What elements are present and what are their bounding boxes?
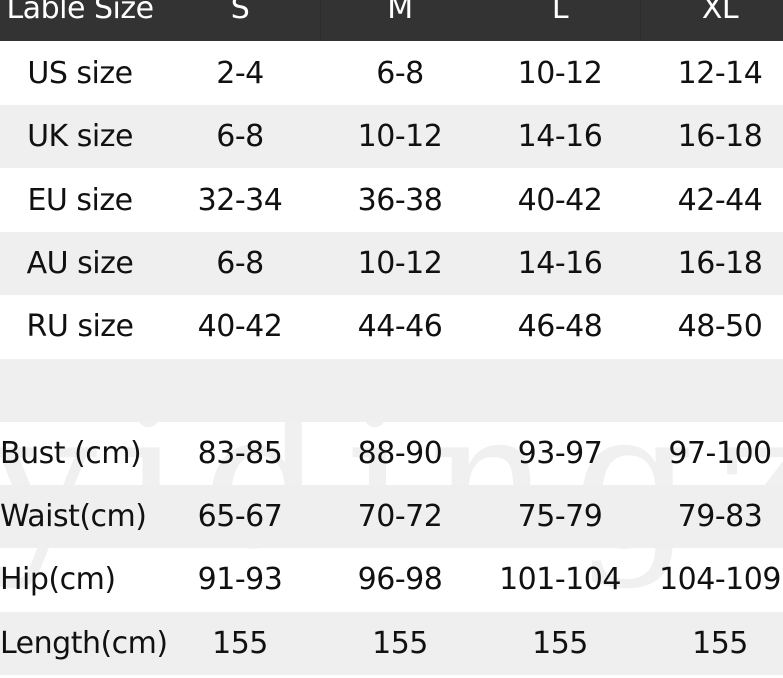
table-row — [0, 358, 783, 422]
table-cell: 6-8 — [376, 56, 424, 91]
table-cell: 155 — [372, 625, 428, 661]
table-cell: 79-83 — [677, 499, 763, 535]
table-cell: 2-4 — [216, 56, 264, 91]
table-row: UK size 6-8 10-12 14-16 16-18 — [0, 105, 783, 169]
row-label: Waist(cm) — [0, 499, 147, 535]
table-cell: 91-93 — [197, 562, 283, 598]
table-cell: 93-97 — [517, 435, 603, 471]
table-cell: 65-67 — [197, 499, 283, 535]
row-label: UK size — [27, 119, 133, 155]
table-cell: 6-8 — [216, 245, 264, 281]
table-cell: 36-38 — [357, 182, 443, 218]
table-row: RU size 40-42 44-46 46-48 48-50 — [0, 295, 783, 358]
table-cell: 12-14 — [677, 56, 763, 91]
table-cell: 70-72 — [357, 499, 443, 535]
table-row: Hip(cm) 91-93 96-98 101-104 104-109 — [0, 548, 783, 611]
table-cell: 40-42 — [517, 182, 603, 218]
row-label: AU size — [26, 245, 134, 281]
table-cell: 104-109 — [659, 562, 781, 598]
table-cell: 6-8 — [216, 119, 264, 155]
table-cell: 10-12 — [357, 119, 443, 155]
column-divider — [320, 0, 321, 41]
row-label: Bust (cm) — [0, 435, 142, 471]
table-cell: 10-12 — [517, 56, 603, 91]
row-label: EU size — [27, 182, 133, 218]
header-l: L — [551, 0, 569, 26]
header-xl: XL — [701, 0, 739, 26]
row-label: Length(cm) — [0, 625, 168, 661]
table-row: Bust (cm) 83-85 88-90 93-97 97-100 — [0, 422, 783, 485]
table-row: Waist(cm) 65-67 70-72 75-79 79-83 — [0, 485, 783, 549]
header-m: M — [387, 0, 413, 26]
table-cell: 96-98 — [357, 562, 443, 598]
row-label: Hip(cm) — [0, 562, 116, 598]
table-cell: 14-16 — [517, 119, 603, 155]
table-row: US size 2-4 6-8 10-12 12-14 — [0, 42, 783, 105]
column-divider — [640, 0, 641, 41]
table-cell: 155 — [212, 625, 268, 661]
table-cell: 83-85 — [197, 435, 283, 471]
table-cell: 40-42 — [197, 309, 283, 345]
table-cell: 16-18 — [677, 119, 763, 155]
table-cell: 155 — [692, 625, 748, 661]
table-row: EU size 32-34 36-38 40-42 42-44 — [0, 169, 783, 232]
table-cell: 14-16 — [517, 245, 603, 281]
table-cell: 42-44 — [677, 182, 763, 218]
table-cell: 10-12 — [357, 245, 443, 281]
table-cell: 88-90 — [357, 435, 443, 471]
table-row: AU size 6-8 10-12 14-16 16-18 — [0, 231, 783, 295]
table-row: Length(cm) 155 155 155 155 — [0, 611, 783, 675]
header-s: S — [230, 0, 250, 26]
table-cell: 48-50 — [677, 309, 763, 345]
table-cell: 46-48 — [517, 309, 603, 345]
table-cell: 155 — [532, 625, 588, 661]
table-header: Lable Size S M L XL — [0, 0, 783, 41]
table-cell: 16-18 — [677, 245, 763, 281]
table-cell: 44-46 — [357, 309, 443, 345]
table-cell: 32-34 — [197, 182, 283, 218]
table-cell: 75-79 — [517, 499, 603, 535]
header-label: Lable Size — [6, 0, 154, 26]
table-cell: 97-100 — [668, 435, 772, 471]
row-label: RU size — [26, 309, 134, 345]
table-cell: 101-104 — [499, 562, 621, 598]
row-label: US size — [27, 56, 133, 91]
